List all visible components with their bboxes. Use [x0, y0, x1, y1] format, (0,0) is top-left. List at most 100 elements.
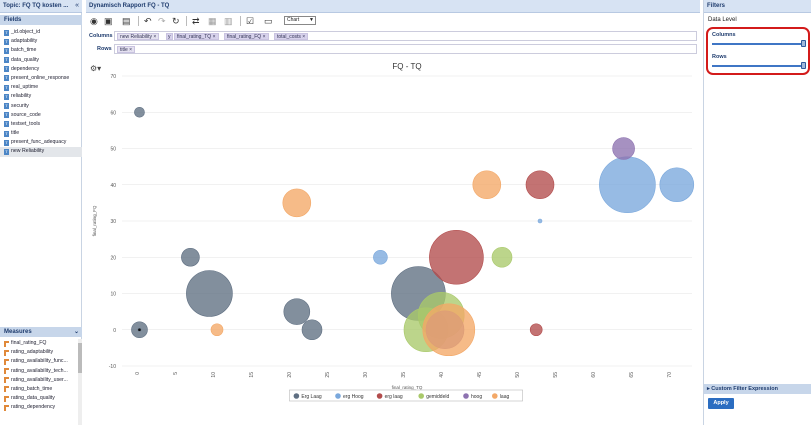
measure-icon: [4, 377, 9, 384]
y-tick-label: 30: [110, 219, 116, 225]
x-tick-label: 50: [515, 372, 521, 378]
view-icon[interactable]: ◉: [90, 16, 98, 26]
measure-label: rating_adaptability: [11, 349, 54, 356]
bubble-point: [659, 167, 695, 203]
legend-swatch: [335, 393, 341, 399]
apply-button[interactable]: Apply: [708, 398, 734, 409]
chevron-left-icon[interactable]: «: [75, 2, 79, 9]
report-area: Dynamisch Rapport FQ - TQ ◉ ▣ ▤ ↶ ↷ ↻ ⇄ …: [86, 0, 700, 425]
measure-item[interactable]: rating_availability_func...: [0, 357, 78, 366]
gear-icon[interactable]: ⚙▾: [90, 64, 102, 73]
y-tick-label: 70: [110, 74, 116, 80]
columns-slider-handle[interactable]: [801, 40, 806, 47]
x-tick-label: 0: [135, 372, 141, 375]
text-field-icon: T: [4, 84, 9, 91]
swap-axes-icon[interactable]: ⇄: [192, 16, 200, 26]
measure-item[interactable]: rating_dependency: [0, 403, 78, 412]
rows-slider-track[interactable]: [712, 65, 804, 67]
measure-item[interactable]: rating_availability_user...: [0, 376, 78, 385]
bubble-point: [210, 323, 224, 337]
measure-icon: [4, 340, 9, 347]
legend-label: hoog: [471, 394, 482, 400]
report-title: Dynamisch Rapport FQ - TQ: [89, 3, 170, 9]
export-icon[interactable]: ▤: [122, 16, 131, 26]
rows-pill[interactable]: title ×: [117, 46, 136, 53]
measure-item[interactable]: rating_data_quality: [0, 394, 78, 403]
text-field-icon: T: [4, 103, 9, 109]
grid-icon[interactable]: ▦: [208, 16, 217, 26]
y-tick-label: 60: [110, 110, 116, 116]
chart-title: FQ - TQ: [392, 62, 421, 71]
field-item[interactable]: T _id.object_id: [0, 28, 82, 37]
columns-shelf-label: Columns: [89, 33, 113, 39]
scrollbar-thumb[interactable]: [78, 343, 82, 373]
measure-item[interactable]: rating_batch_time: [0, 385, 78, 394]
measure-icon: [4, 358, 9, 365]
pill-label: new Reliability: [120, 34, 152, 40]
legend-label: erg laag: [385, 394, 403, 400]
legend-label: gemiddeld: [426, 394, 449, 400]
measure-label: rating_dependency: [11, 404, 56, 411]
measure-item[interactable]: rating_availability_tech...: [0, 367, 78, 376]
chevron-down-icon[interactable]: ⌄: [73, 329, 79, 335]
rows-slider-handle[interactable]: [801, 62, 806, 69]
bubble-point: [373, 249, 388, 265]
topic-bar[interactable]: Topic: FQ TQ kosten ... «: [0, 0, 82, 13]
measure-icon: [4, 386, 9, 393]
columns-slider-track[interactable]: [712, 43, 804, 45]
measure-icon: [4, 404, 9, 411]
columns-pill[interactable]: final_rating_TQ ×: [174, 33, 219, 40]
chart-type-select[interactable]: Chart ▼: [284, 16, 316, 25]
refresh-icon[interactable]: ↻: [172, 16, 180, 26]
x-tick-label: 5: [173, 372, 179, 375]
rows-shelf[interactable]: title ×: [114, 44, 697, 54]
undo-icon[interactable]: ↶: [144, 16, 152, 26]
table-icon[interactable]: ▥: [224, 16, 233, 26]
redo-icon[interactable]: ↷: [158, 16, 166, 26]
measures-header[interactable]: Measures ⌄: [0, 327, 82, 337]
x-tick-label: 55: [553, 372, 559, 378]
x-tick-label: 70: [667, 372, 673, 378]
y-tick-label: 0: [113, 328, 116, 334]
filters-title-bar: Filters: [704, 0, 811, 13]
measure-item[interactable]: final_rating_FQ: [0, 339, 78, 348]
legend-swatch: [492, 393, 498, 399]
measure-item[interactable]: rating_adaptability: [0, 348, 78, 357]
text-field-icon: T: [4, 148, 9, 155]
columns-pill[interactable]: new Reliability ×: [117, 33, 160, 40]
x-tick-label: 65: [629, 372, 635, 378]
measure-label: rating_batch_time: [11, 385, 53, 392]
bubble-point: [282, 188, 312, 218]
text-field-icon: T: [4, 47, 9, 54]
columns-pill[interactable]: total_costs ×: [274, 33, 309, 40]
x-tick-label: 10: [211, 372, 217, 378]
checklist-icon[interactable]: ☑: [246, 16, 255, 26]
columns-shelf[interactable]: new Reliability × y final_rating_TQ × fi…: [114, 31, 697, 41]
text-field-icon: T: [4, 29, 9, 36]
fields-header[interactable]: Fields: [0, 15, 82, 25]
columns-pill[interactable]: final_rating_FQ ×: [224, 33, 269, 40]
columns-pill[interactable]: y: [166, 33, 173, 40]
toolbar-divider: [240, 16, 241, 26]
measures-scrollbar[interactable]: [78, 339, 82, 425]
bubble-point: [301, 319, 323, 341]
pill-label: final_rating_TQ: [177, 34, 212, 40]
measure-label: rating_availability_tech...: [11, 367, 68, 374]
custom-filter-expression-header[interactable]: ▸ Custom Filter Expression: [704, 384, 811, 394]
pill-label: title: [120, 47, 128, 53]
save-icon[interactable]: ▣: [104, 16, 113, 26]
chart-icon[interactable]: ▭: [264, 16, 273, 26]
